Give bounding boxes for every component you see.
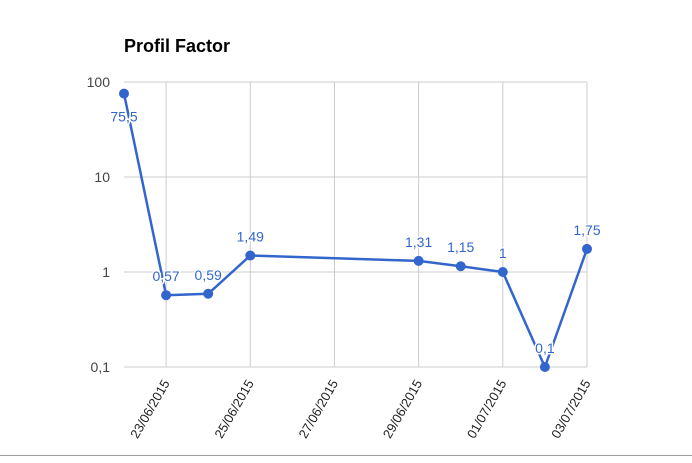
data-point xyxy=(119,88,129,99)
y-tick-label: 100 xyxy=(87,74,111,90)
data-point xyxy=(203,288,214,299)
y-tick-label: 1 xyxy=(102,264,110,280)
data-point xyxy=(455,261,466,272)
data-label: 0,59 xyxy=(195,267,222,283)
x-tick-label: 29/06/2015 xyxy=(380,377,426,441)
bottom-divider xyxy=(0,455,692,456)
data-point xyxy=(161,290,172,301)
data-point xyxy=(497,267,508,277)
data-point xyxy=(245,250,256,261)
chart-title: Profil Factor xyxy=(124,36,231,56)
x-tick-label: 23/06/2015 xyxy=(127,377,173,441)
data-label: 1,49 xyxy=(237,229,264,245)
data-label: 1 xyxy=(499,245,507,261)
data-label: 75,5 xyxy=(110,109,137,125)
y-tick-label: 0,1 xyxy=(91,359,111,375)
data-point xyxy=(582,243,592,254)
x-tick-label: 01/07/2015 xyxy=(464,377,510,441)
x-tick-label: 27/06/2015 xyxy=(296,377,342,441)
data-point xyxy=(539,362,550,372)
data-label: 0,1 xyxy=(535,340,555,356)
data-label: 1,15 xyxy=(447,239,474,255)
y-tick-label: 10 xyxy=(94,169,110,185)
data-label: 0,57 xyxy=(152,268,179,284)
data-label: 1,75 xyxy=(573,222,600,238)
x-tick-label: 25/06/2015 xyxy=(211,377,257,441)
data-label: 1,31 xyxy=(405,234,432,250)
data-point xyxy=(413,255,424,266)
series-line xyxy=(122,93,589,369)
x-tick-label: 03/07/2015 xyxy=(548,377,594,441)
